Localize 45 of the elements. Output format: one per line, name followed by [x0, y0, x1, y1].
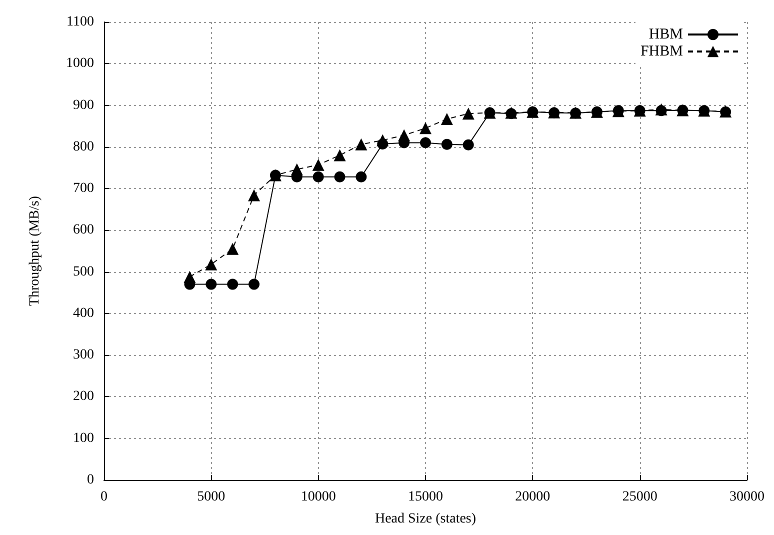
x-axis-title: Head Size (states) [374, 512, 476, 526]
x-tick-label: 10000 [300, 490, 336, 504]
point [248, 278, 260, 290]
point [462, 108, 474, 120]
y-tick-label: 100 [73, 430, 94, 446]
point [355, 138, 368, 150]
y-tick-label: 200 [73, 389, 94, 404]
x-tick-label: 5000 [197, 490, 226, 504]
y-tick-label: 0 [87, 472, 94, 488]
point [441, 138, 452, 150]
x-tick-label: 30000 [730, 490, 764, 504]
point [312, 171, 324, 182]
x-tick-label: 25000 [622, 490, 658, 504]
point [440, 113, 453, 126]
x-tick-label: 0 [100, 490, 108, 504]
point [462, 139, 474, 150]
point [226, 242, 239, 255]
x-tick-label: 15000 [408, 490, 443, 504]
y-tick-label: 800 [73, 139, 94, 154]
point [420, 122, 432, 134]
point [334, 149, 346, 162]
point [248, 189, 260, 202]
y-tick-label: 400 [73, 306, 94, 321]
point [206, 278, 217, 290]
y-axis-title: Throughput (MB/s) [28, 196, 42, 306]
y-tick-label: 900 [73, 98, 94, 113]
point [376, 134, 389, 146]
legend-label: FHBM [640, 44, 683, 60]
point [184, 270, 196, 283]
point [312, 158, 324, 171]
point [290, 163, 303, 176]
point [227, 278, 238, 290]
y-tick-label: 300 [73, 348, 94, 363]
point [205, 258, 218, 270]
point [398, 129, 410, 142]
x-tick-label: 20000 [515, 490, 550, 504]
y-tick-label: 1100 [66, 14, 94, 30]
y-tick-label: 600 [73, 222, 94, 238]
y-tick-label: 700 [73, 181, 94, 196]
y-tick-label: 500 [73, 264, 94, 280]
legend-label: HBM [648, 26, 683, 42]
y-tick-label: 1000 [66, 56, 94, 72]
point [420, 137, 431, 148]
point [334, 171, 346, 182]
point [356, 171, 367, 182]
